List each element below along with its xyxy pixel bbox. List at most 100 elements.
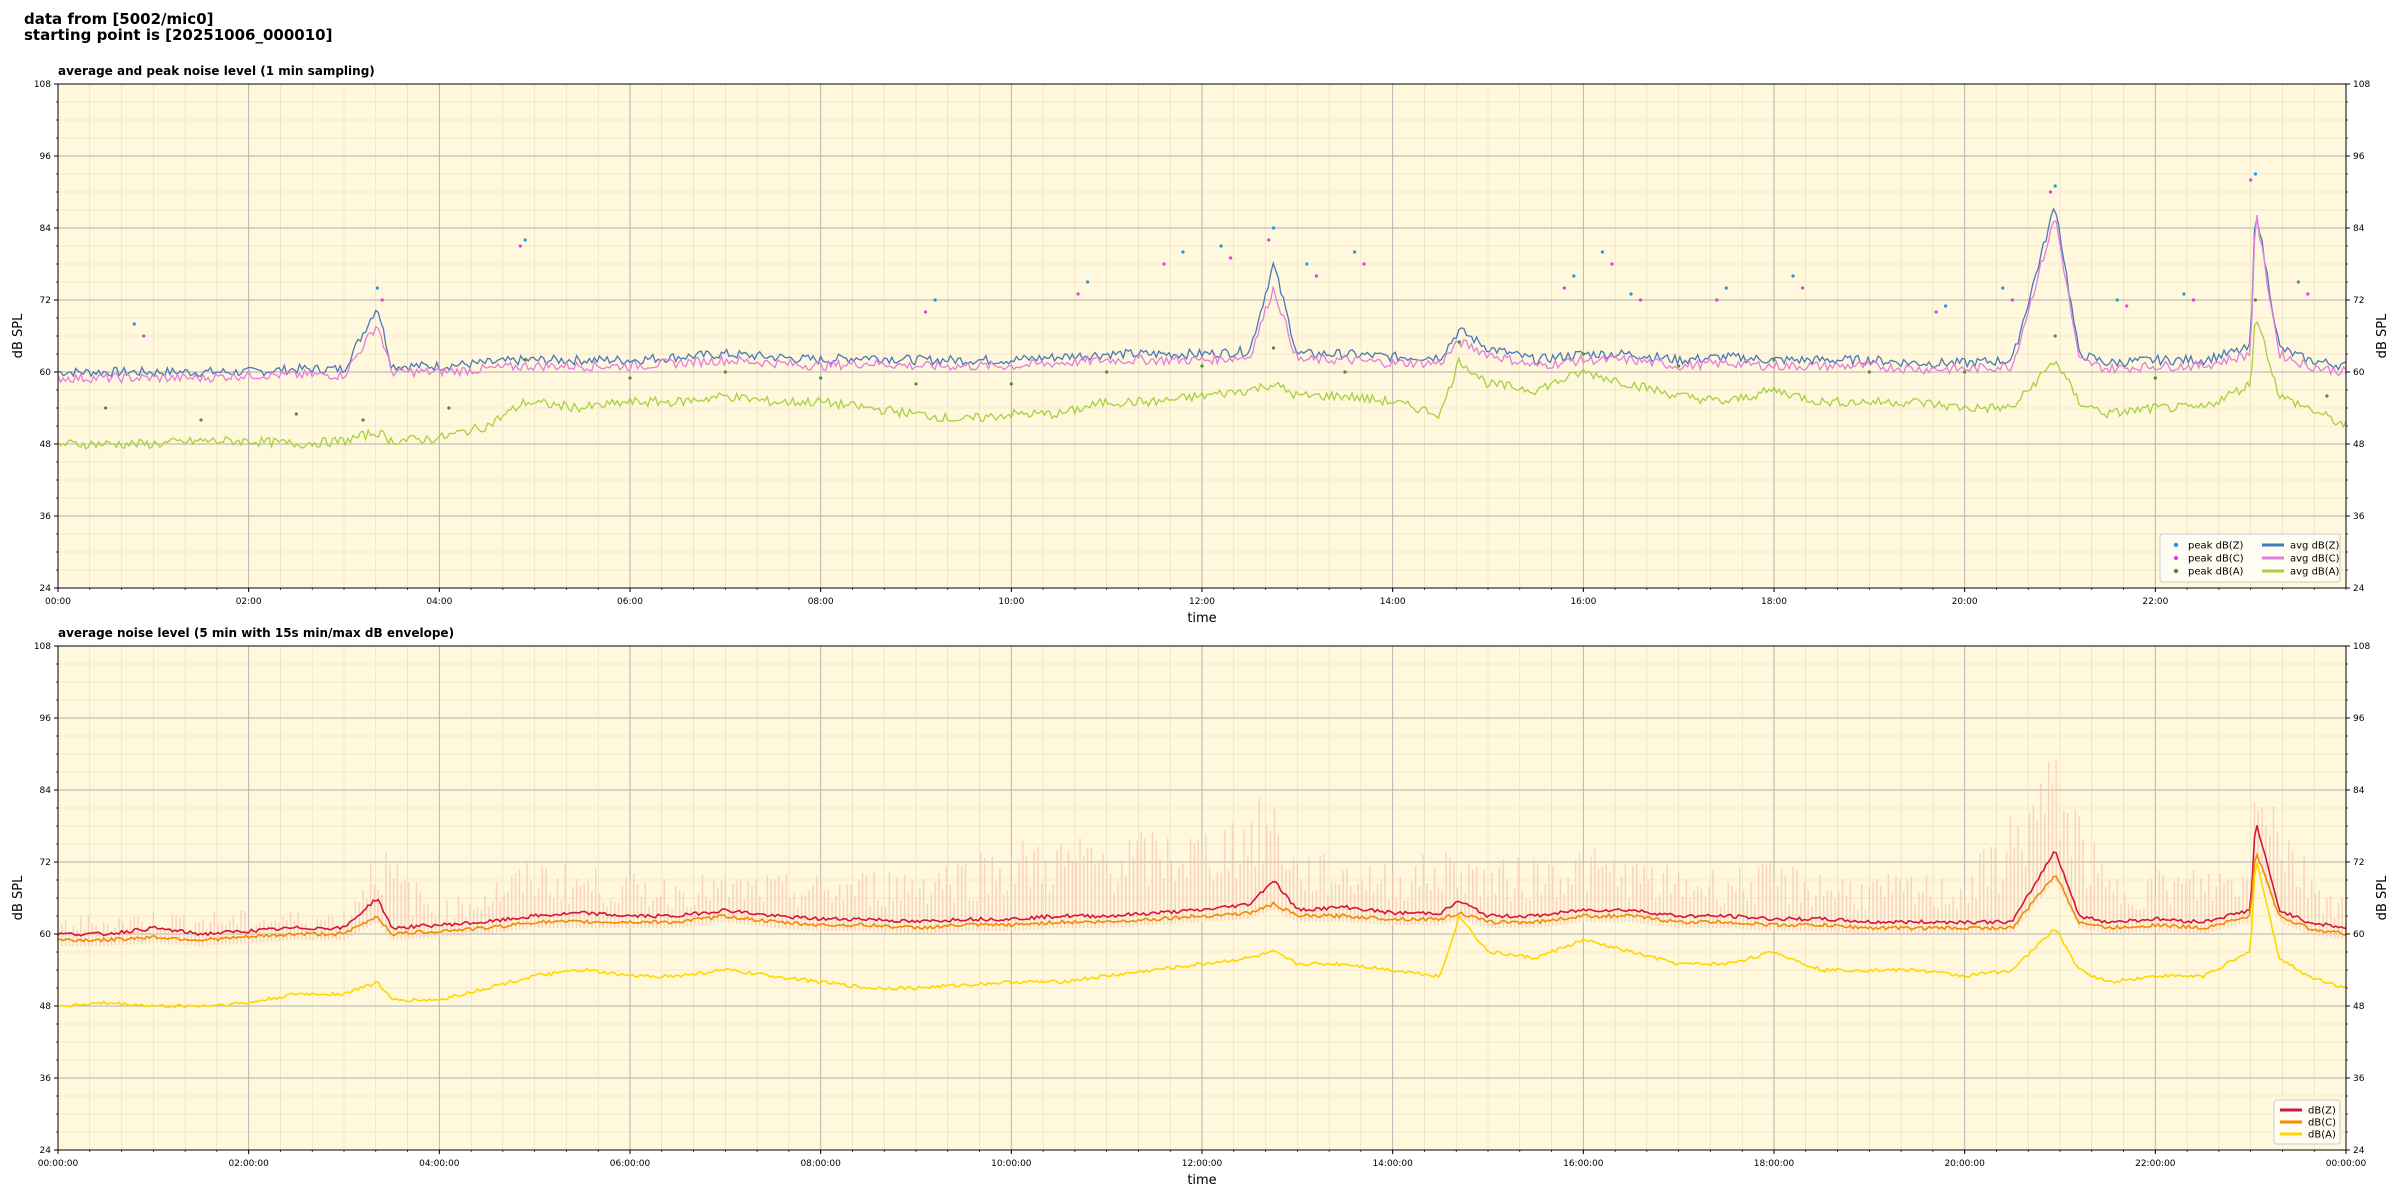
y-tick-label-right: 72	[2353, 296, 2364, 306]
x-tick-label: 00:00:00	[38, 1159, 79, 1169]
x-tick-label: 22:00:00	[2135, 1159, 2176, 1169]
legend-label-avg-db-a: avg dB(A)	[2290, 567, 2340, 578]
point-peak-db-a	[914, 382, 918, 386]
point-peak-db-a	[361, 418, 365, 422]
chart-title: average and peak noise level (1 min samp…	[58, 64, 375, 78]
legend-label-db-a: dB(A)	[2308, 1130, 2336, 1141]
x-tick-label: 04:00	[426, 597, 452, 607]
point-peak-db-z	[2182, 292, 2186, 296]
point-peak-db-a	[1581, 352, 1585, 356]
point-peak-db-c	[923, 310, 928, 314]
legend-label-peak-db-c: peak dB(C)	[2188, 554, 2244, 565]
y-tick-label-right: 72	[2353, 858, 2364, 868]
point-peak-db-z	[523, 238, 527, 242]
point-peak-db-c	[380, 298, 384, 302]
point-peak-db-z	[1271, 226, 1276, 230]
y-tick-label: 72	[40, 858, 51, 868]
point-peak-db-a	[447, 406, 451, 410]
point-peak-db-c	[518, 244, 522, 248]
legend: peak dB(Z) peak dB(C) peak dB(A) avg dB(Z) a…	[2159, 533, 2341, 583]
point-peak-db-a	[294, 412, 298, 416]
y-tick-label-right: 96	[2353, 152, 2365, 162]
y-tick-label: 108	[34, 642, 51, 652]
x-tick-label: 04:00:00	[419, 1159, 460, 1169]
y-tick-label: 108	[34, 80, 51, 90]
point-peak-db-z	[1629, 292, 1633, 296]
point-peak-db-c	[1610, 262, 1614, 266]
starting-point-heading: starting point is [20251006_000010]	[24, 26, 333, 44]
series-peak-db-z	[132, 172, 2300, 326]
point-peak-db-z	[1724, 286, 1728, 290]
point-peak-db-a	[723, 370, 727, 374]
point-peak-db-c	[1638, 298, 1643, 302]
y-tick-label: 72	[40, 296, 51, 306]
point-peak-db-c	[1162, 262, 1166, 266]
point-peak-db-z	[2253, 172, 2258, 176]
point-peak-db-z	[1352, 250, 1357, 254]
x-tick-label: 08:00:00	[800, 1159, 841, 1169]
point-peak-db-c	[1562, 286, 1566, 290]
x-tick-label: 20:00:00	[1944, 1159, 1985, 1169]
y-tick-label-right: 36	[2353, 1074, 2365, 1084]
y-tick-label: 84	[40, 786, 52, 796]
point-peak-db-z	[933, 298, 937, 302]
point-peak-db-c	[142, 334, 146, 338]
point-peak-db-c	[2249, 178, 2253, 182]
y-tick-label-right: 48	[2353, 1002, 2365, 1012]
y-tick-label: 36	[40, 512, 52, 522]
y-tick-label-right: 84	[2353, 786, 2365, 796]
legend-box	[2159, 533, 2341, 583]
x-tick-label: 14:00:00	[1372, 1159, 1413, 1169]
point-peak-db-c	[1934, 310, 1938, 314]
y-tick-label: 60	[40, 368, 52, 378]
y-axis-label-right: dB SPL	[2375, 875, 2390, 920]
point-peak-db-z	[2115, 298, 2119, 302]
point-peak-db-a	[1009, 382, 1013, 386]
y-tick-label-right: 96	[2353, 714, 2365, 724]
point-peak-db-z	[1791, 274, 1795, 278]
point-peak-db-a	[2153, 376, 2157, 380]
series-avg-db-a	[57, 320, 2347, 450]
point-peak-db-z	[375, 286, 379, 290]
y-tick-label-right: 60	[2353, 930, 2365, 940]
point-peak-db-a	[523, 358, 527, 362]
point-peak-db-z	[132, 322, 136, 326]
point-peak-db-c	[2306, 292, 2310, 296]
y-axis-label: dB SPL	[11, 313, 26, 358]
y-tick-label-right: 24	[2353, 584, 2365, 594]
series-peak-db-a	[104, 298, 2329, 422]
series-peak-db-c	[142, 178, 2310, 338]
point-peak-db-a	[1457, 340, 1461, 344]
x-axis-label: time	[1187, 611, 1216, 626]
x-tick-label: 18:00:00	[1754, 1159, 1795, 1169]
point-peak-db-z	[2001, 286, 2005, 290]
point-peak-db-c	[1715, 298, 1719, 302]
point-peak-db-c	[1314, 274, 1318, 278]
x-tick-label: 00:00	[45, 597, 71, 607]
point-peak-db-a	[1105, 370, 1109, 374]
x-tick-label: 16:00:00	[1563, 1159, 1604, 1169]
x-tick-label: 06:00	[617, 597, 643, 607]
legend-label-peak-db-a: peak dB(A)	[2188, 567, 2244, 578]
legend-marker-peak-db-z	[2173, 542, 2179, 548]
point-peak-db-a	[2325, 394, 2329, 398]
x-tick-label: 14:00	[1380, 597, 1406, 607]
x-tick-label: 18:00	[1761, 597, 1787, 607]
point-peak-db-z	[2296, 280, 2300, 284]
point-peak-db-a	[1772, 358, 1776, 362]
y-tick-label: 24	[40, 1146, 52, 1156]
legend-label-avg-db-c: avg dB(C)	[2290, 554, 2340, 565]
y-tick-label: 96	[40, 152, 52, 162]
point-peak-db-a	[2053, 334, 2057, 338]
point-peak-db-a	[1271, 346, 1276, 350]
y-tick-label: 60	[40, 930, 52, 940]
chart-panel-envelope-average: 24 24 36 36 48 48 60 60 72 72 84 84 96 96 108 108 00:00:…	[11, 626, 2390, 1188]
series-avg-db-c	[57, 214, 2347, 385]
x-tick-label: 22:00	[2142, 597, 2168, 607]
y-tick-label: 48	[40, 1002, 52, 1012]
chart-title: average noise level (5 min with 15s min/…	[58, 626, 454, 640]
y-axis-label-right: dB SPL	[2375, 313, 2390, 358]
y-tick-label-right: 60	[2353, 368, 2365, 378]
point-peak-db-a	[1963, 370, 1967, 374]
